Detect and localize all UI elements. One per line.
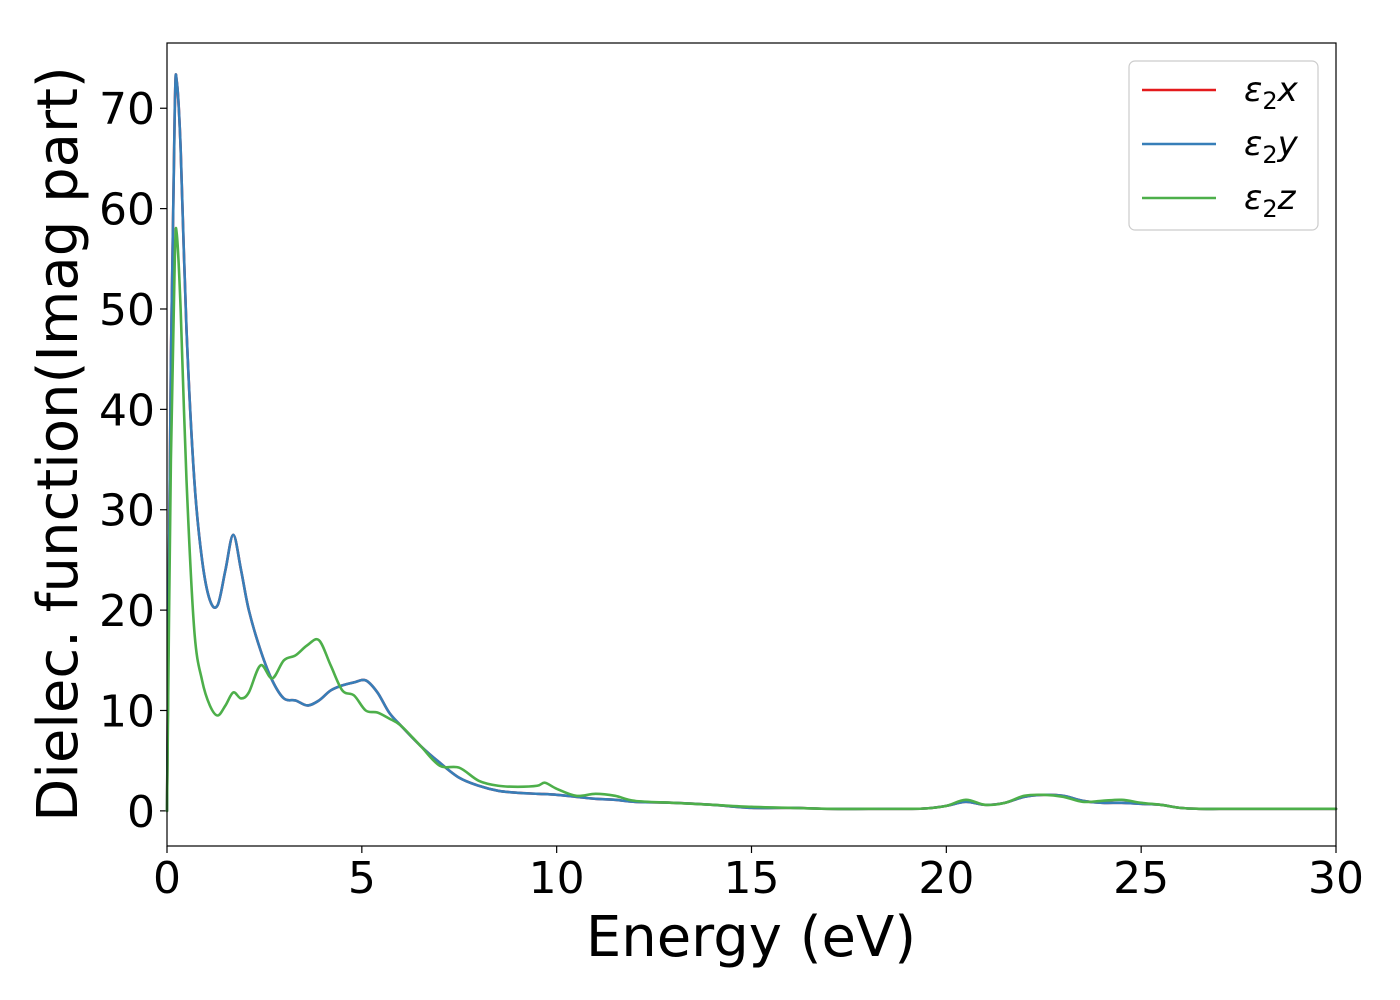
legend-label-x: ε2x bbox=[1244, 70, 1299, 115]
legend-label-main: ε bbox=[1244, 124, 1262, 164]
x-axis-title: Energy (eV) bbox=[586, 905, 916, 970]
y-tick-label: 40 bbox=[99, 385, 155, 436]
legend-label-z: ε2z bbox=[1244, 178, 1297, 223]
legend-label-sub: 2 bbox=[1262, 141, 1277, 169]
legend-label-main: ε bbox=[1244, 70, 1262, 110]
plot-series bbox=[165, 73, 1338, 813]
plot-area-frame bbox=[166, 42, 1337, 847]
y-tick-label: 0 bbox=[127, 787, 155, 838]
series-line-y bbox=[165, 73, 1338, 813]
legend-label-sub: 2 bbox=[1262, 195, 1277, 223]
legend-label-tail: x bbox=[1277, 70, 1299, 110]
x-tick-label: 25 bbox=[1113, 853, 1169, 904]
legend-box bbox=[1128, 60, 1319, 231]
y-tick-label: 50 bbox=[99, 285, 155, 336]
x-tick-label: 30 bbox=[1308, 853, 1364, 904]
x-tick-label: 5 bbox=[348, 853, 376, 904]
y-tick-label: 30 bbox=[99, 486, 155, 537]
x-tick-label: 20 bbox=[918, 853, 974, 904]
x-tick-label: 0 bbox=[153, 853, 181, 904]
legend-label-sub: 2 bbox=[1262, 87, 1277, 115]
legend-label-tail: y bbox=[1277, 124, 1299, 164]
y-axis-title: Dielec. function(Imag part) bbox=[26, 66, 91, 822]
y-tick-label: 70 bbox=[99, 84, 155, 135]
legend-label-tail: z bbox=[1277, 178, 1297, 218]
axis-ticks: 0 5 10 15 20 25 30 0 10 20 30 40 50 60 70 bbox=[99, 84, 1364, 904]
legend-label-y: ε2y bbox=[1244, 124, 1299, 169]
legend-label-main: ε bbox=[1244, 178, 1262, 218]
series-line-z bbox=[165, 226, 1338, 813]
y-tick-label: 10 bbox=[99, 686, 155, 737]
y-tick-label: 60 bbox=[99, 185, 155, 236]
y-tick-label: 20 bbox=[99, 586, 155, 637]
x-tick-label: 10 bbox=[529, 853, 585, 904]
x-tick-label: 15 bbox=[724, 853, 780, 904]
